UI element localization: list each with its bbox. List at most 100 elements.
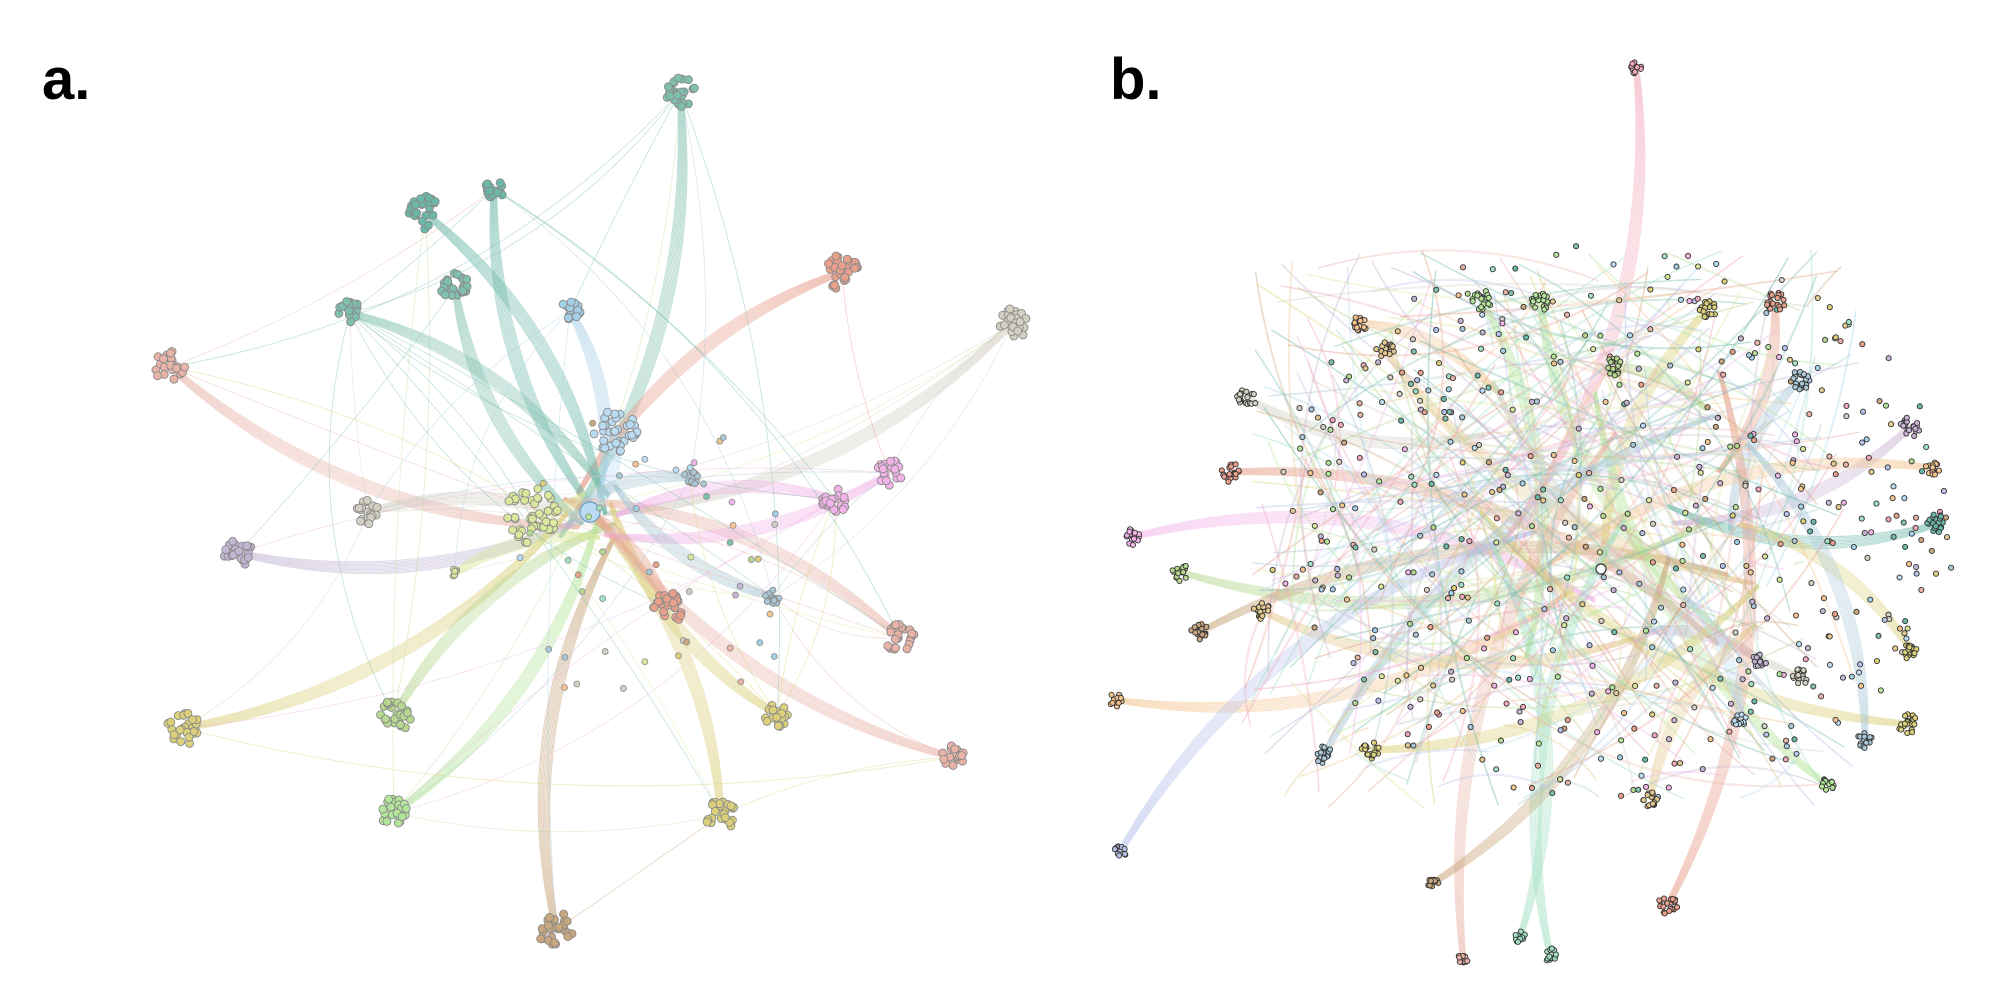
node xyxy=(1550,360,1558,367)
edge xyxy=(393,477,691,814)
edge xyxy=(1595,264,1856,683)
node xyxy=(1493,515,1500,522)
node xyxy=(589,419,596,427)
edge xyxy=(1347,266,1476,761)
node xyxy=(1620,524,1627,532)
edge xyxy=(1512,674,1662,702)
node xyxy=(1738,711,1745,718)
community-cluster xyxy=(1169,562,1189,584)
node xyxy=(1739,676,1746,683)
edge xyxy=(1739,522,1914,651)
edge xyxy=(1348,255,1744,527)
community-cluster xyxy=(1218,461,1242,485)
node xyxy=(1913,563,1920,570)
node xyxy=(458,286,468,296)
node xyxy=(234,546,244,556)
node xyxy=(1357,317,1364,324)
node xyxy=(676,610,685,620)
node xyxy=(754,555,762,563)
community-cluster xyxy=(220,536,256,569)
node xyxy=(1314,414,1322,421)
edge xyxy=(1594,392,1828,786)
node xyxy=(1510,655,1517,662)
edge xyxy=(1252,480,1663,536)
edge xyxy=(1486,364,1511,631)
edge xyxy=(1569,585,1637,597)
node xyxy=(1506,676,1513,683)
community-cluster xyxy=(1730,711,1749,728)
node xyxy=(1317,489,1324,496)
edge xyxy=(1387,316,1756,468)
node xyxy=(1221,473,1228,480)
edge xyxy=(1537,519,1626,956)
node xyxy=(1169,567,1176,574)
edge xyxy=(1648,623,1757,800)
node xyxy=(891,620,901,630)
edge xyxy=(1624,281,1816,807)
edge xyxy=(426,211,608,514)
node xyxy=(1777,306,1784,313)
edge xyxy=(1530,275,1580,738)
node xyxy=(1352,544,1359,551)
edge xyxy=(1629,770,1722,783)
edge xyxy=(1739,522,1915,650)
edge xyxy=(1131,519,1596,603)
node xyxy=(1726,728,1733,735)
edge xyxy=(184,513,569,731)
edge xyxy=(367,323,1013,513)
edge xyxy=(604,475,891,544)
node xyxy=(1832,471,1839,478)
node xyxy=(573,680,581,688)
node xyxy=(1337,421,1344,428)
node xyxy=(1600,574,1607,581)
node xyxy=(1727,443,1734,450)
node xyxy=(850,263,860,273)
edge xyxy=(1269,409,1791,737)
edge xyxy=(1664,633,1718,721)
edge xyxy=(1254,271,1546,708)
node xyxy=(451,567,459,575)
node xyxy=(1649,789,1656,796)
node xyxy=(1881,616,1888,623)
edge xyxy=(1115,589,1572,706)
edge xyxy=(1739,522,1914,652)
edge xyxy=(603,470,890,537)
edge xyxy=(1595,391,1829,785)
node xyxy=(536,934,546,944)
edge xyxy=(1443,286,1701,350)
node xyxy=(1175,570,1182,577)
edge xyxy=(1256,569,1526,583)
node xyxy=(1832,334,1839,341)
node xyxy=(1605,364,1612,371)
node xyxy=(372,502,382,512)
edge xyxy=(1264,386,1589,643)
node xyxy=(1729,512,1736,519)
node xyxy=(676,101,686,111)
edge xyxy=(1268,334,1652,397)
node xyxy=(641,658,649,666)
node xyxy=(1753,654,1760,661)
community-cluster xyxy=(1469,288,1494,313)
edge xyxy=(1642,572,1647,683)
edge xyxy=(616,486,836,517)
edge xyxy=(1600,363,1818,668)
edge xyxy=(1738,524,1912,654)
edge xyxy=(614,484,774,598)
node xyxy=(1429,571,1436,578)
edge xyxy=(1667,505,1938,545)
edge xyxy=(1299,684,1476,778)
node xyxy=(1721,278,1728,285)
edge xyxy=(1482,572,1721,751)
node xyxy=(1463,655,1470,662)
edge xyxy=(1245,457,1308,689)
node xyxy=(1361,471,1368,478)
edge xyxy=(495,188,603,521)
node xyxy=(1329,417,1336,424)
edge xyxy=(1731,380,1803,532)
node xyxy=(1379,399,1386,406)
edge xyxy=(1518,687,1668,805)
node xyxy=(169,730,179,740)
node xyxy=(378,804,388,814)
node xyxy=(824,259,833,269)
edge xyxy=(1480,509,1910,722)
